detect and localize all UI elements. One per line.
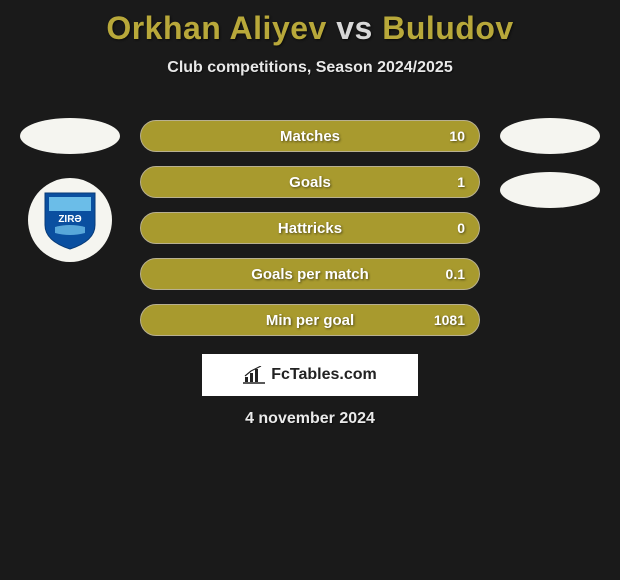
stat-value: 0 [457, 220, 465, 236]
player1-name: Orkhan Aliyev [106, 10, 327, 46]
stat-value: 1081 [434, 312, 465, 328]
bar-chart-icon [243, 366, 265, 384]
vs-text: vs [336, 10, 373, 46]
stat-label: Min per goal [266, 312, 354, 329]
stat-value: 1 [457, 174, 465, 190]
right-column [498, 118, 602, 208]
player2-photo-placeholder [500, 118, 600, 154]
player1-photo-placeholder [20, 118, 120, 154]
stat-row-min-per-goal: Min per goal 1081 [140, 304, 480, 336]
player2-club-placeholder [500, 172, 600, 208]
stat-label: Goals [289, 174, 331, 191]
stat-row-matches: Matches 10 [140, 120, 480, 152]
stat-value: 10 [449, 128, 465, 144]
branding-text: FcTables.com [271, 366, 377, 384]
stats-container: Matches 10 Goals 1 Hattricks 0 Goals per… [140, 120, 480, 350]
stat-label: Hattricks [278, 220, 342, 237]
player2-name: Buludov [382, 10, 513, 46]
left-column: ZIRƏ [18, 118, 122, 262]
date-text: 4 november 2024 [0, 410, 620, 428]
stat-row-goals-per-match: Goals per match 0.1 [140, 258, 480, 290]
stat-row-hattricks: Hattricks 0 [140, 212, 480, 244]
shield-text: ZIRƏ [58, 214, 81, 225]
subtitle: Club competitions, Season 2024/2025 [0, 59, 620, 77]
branding-box: FcTables.com [202, 354, 418, 396]
comparison-title: Orkhan Aliyev vs Buludov [0, 0, 620, 47]
stat-label: Goals per match [251, 266, 369, 283]
club-badge: ZIRƏ [28, 178, 112, 262]
zire-shield-icon: ZIRƏ [43, 189, 97, 251]
stat-label: Matches [280, 128, 340, 145]
stat-value: 0.1 [446, 266, 465, 282]
stat-row-goals: Goals 1 [140, 166, 480, 198]
